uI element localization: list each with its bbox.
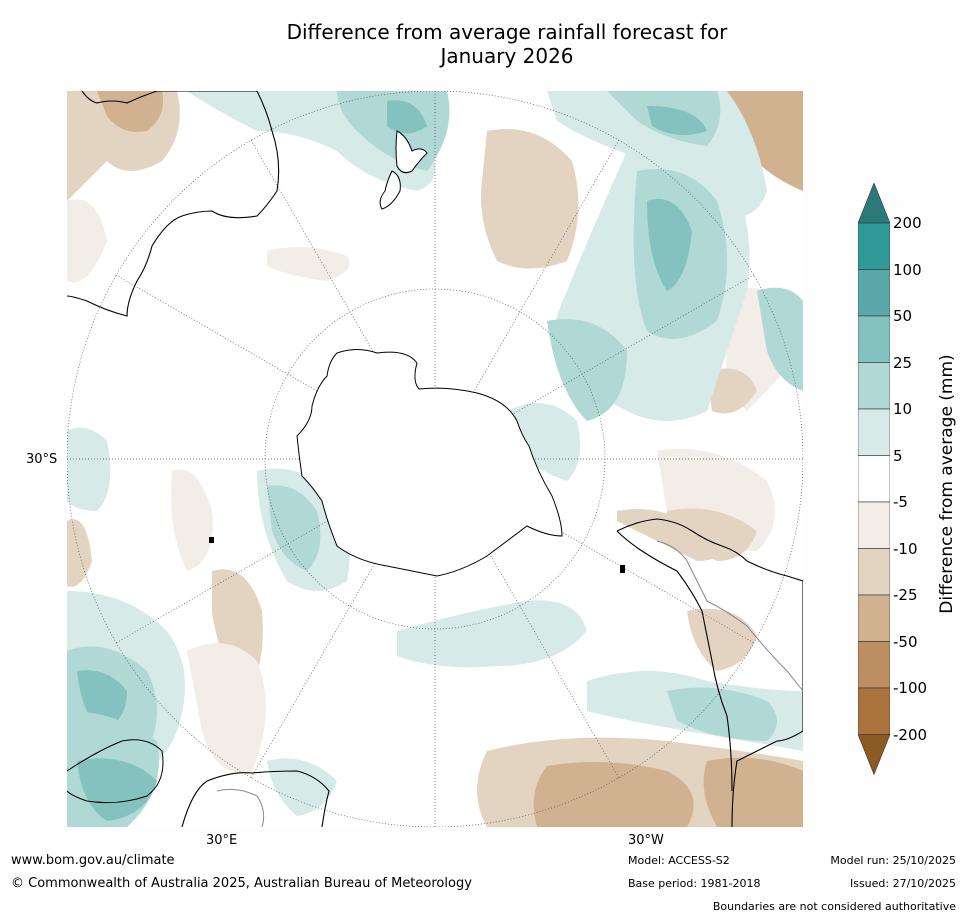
colorbar-bin <box>858 548 890 596</box>
latitude-label-30s: 30°S <box>26 452 58 467</box>
colorbar-bin <box>858 222 890 270</box>
footer-model: Model: ACCESS-S2 <box>628 854 730 867</box>
colorbar-bin <box>858 315 890 363</box>
colorbar <box>858 183 890 776</box>
colorbar-tick-label: -10 <box>893 539 918 558</box>
colorbar-tick-label: 5 <box>893 446 903 465</box>
rainfall-map <box>67 91 803 827</box>
colorbar-bin <box>858 687 890 735</box>
africa-coastline <box>181 770 330 827</box>
colorbar-tick-label: 25 <box>893 353 913 372</box>
colorbar-tick-label: 10 <box>893 400 913 418</box>
longitude-label-30e: 30°E <box>206 833 238 848</box>
title-line-1: Difference from average rainfall forecas… <box>286 20 728 44</box>
colorbar-bin <box>858 455 890 503</box>
colorbar-label: Difference from average (mm) <box>937 354 957 614</box>
antarctica-coastline <box>296 349 563 577</box>
colorbar-bin-bottom <box>858 734 890 776</box>
wet-anomaly-regions <box>67 91 803 827</box>
colorbar-tick-label: 200 <box>893 214 922 232</box>
colorbar-bin <box>858 269 890 317</box>
colorbar-tick-label: -50 <box>893 632 918 651</box>
colorbar-tick-label: -100 <box>893 679 928 697</box>
colorbar-tick-label: -5 <box>893 493 908 511</box>
colorbar-bin <box>858 501 890 549</box>
colorbar-tick-label: -200 <box>893 725 928 744</box>
colorbar-bin <box>858 641 890 689</box>
colorbar-tick-label: 100 <box>893 260 922 279</box>
colorbar-bin-top <box>858 183 890 224</box>
footer-issued: Issued: 27/10/2025 <box>849 877 956 890</box>
footer-disclaimer: Boundaries are not considered authoritat… <box>712 900 956 913</box>
longitude-label-30w: 30°W <box>628 833 664 848</box>
colorbar-bin <box>858 408 890 456</box>
colorbar-tick-label: -25 <box>893 586 918 604</box>
south-america-coastline <box>616 518 803 827</box>
footer-model-run: Model run: 25/10/2025 <box>830 854 956 867</box>
title-line-2: January 2026 <box>440 44 574 68</box>
footer-copyright: © Commonwealth of Australia 2025, Austra… <box>11 876 472 891</box>
colorbar-bin <box>858 362 890 410</box>
footer-url[interactable]: www.bom.gov.au/climate <box>11 853 175 868</box>
dry-anomaly-regions <box>67 91 803 827</box>
australia-coastline <box>67 91 280 317</box>
colorbar-bins <box>858 183 890 776</box>
new-zealand-coastline <box>379 130 428 210</box>
colorbar-tick-label: 50 <box>893 307 913 325</box>
map-canvas <box>67 91 803 827</box>
footer-base-period: Base period: 1981-2018 <box>628 877 761 890</box>
chart-title: Difference from average rainfall forecas… <box>0 20 965 68</box>
colorbar-bin <box>858 594 890 642</box>
